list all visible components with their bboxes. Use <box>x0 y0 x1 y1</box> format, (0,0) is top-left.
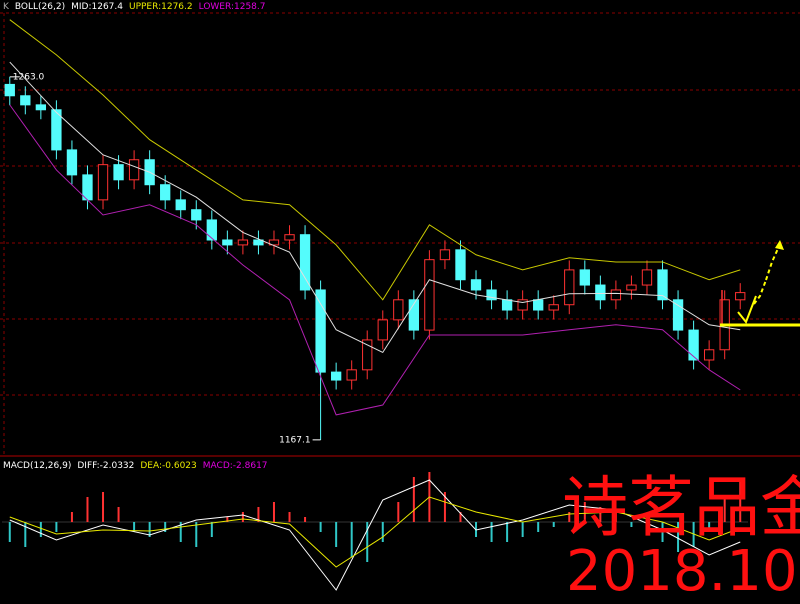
candle-body <box>82 174 93 201</box>
watermark-title: 诗茗品金 <box>562 469 800 546</box>
candle-body <box>206 219 217 241</box>
legend-item: K <box>3 2 10 12</box>
candle-body <box>486 289 497 301</box>
watermark-date: 2018.10.4 <box>566 539 800 604</box>
candle-body <box>455 249 466 281</box>
candle-body <box>222 239 233 246</box>
legend-item: MACD(12,26,9) <box>3 461 71 471</box>
candle-body <box>657 269 668 301</box>
candle-body <box>377 319 388 341</box>
candle-body <box>299 234 311 291</box>
candle-body <box>128 159 140 181</box>
candle-body <box>393 299 404 321</box>
candle-body <box>595 284 606 301</box>
legend-item: MACD:-2.8617 <box>203 461 268 471</box>
candle-body <box>330 371 342 381</box>
candle-body <box>237 239 249 246</box>
candle-body <box>579 269 590 286</box>
candle-body <box>735 292 746 301</box>
legend-item: DEA:-0.6023 <box>140 461 196 471</box>
candle-body <box>346 369 357 381</box>
candle-body <box>517 299 528 311</box>
legend-item: UPPER:1276.2 <box>129 2 193 12</box>
series-line <box>9 61 741 354</box>
candle-body <box>160 184 171 201</box>
candle-body <box>4 83 15 97</box>
candle-body <box>191 209 202 221</box>
candle-body <box>548 304 559 311</box>
annotation <box>720 240 800 327</box>
plot: 1263.0 1167.1 <box>2 19 748 591</box>
candle-body <box>424 259 435 331</box>
candle-body <box>362 339 373 371</box>
arrow <box>753 279 767 305</box>
main-legend: K BOLL(26,2) MID:1267.4 UPPER:1276.2 LOWER:1… <box>3 2 266 12</box>
candle-body <box>672 299 684 331</box>
candle-body <box>35 104 47 111</box>
candle-body <box>626 284 637 291</box>
candle-body <box>253 239 264 246</box>
candle-body <box>175 199 186 211</box>
legend-item: BOLL(26,2) <box>15 2 65 12</box>
series-line <box>9 104 741 416</box>
legend-item: MID:1267.4 <box>71 2 123 12</box>
candle-body <box>610 289 622 301</box>
candle-body <box>315 289 326 373</box>
legend-item: DIFF:-2.0332 <box>77 461 134 471</box>
candle-body <box>97 164 109 201</box>
candle-body <box>408 299 420 331</box>
macd-legend: MACD(12,26,9) DIFF:-2.0332 DEA:-0.6023 MACD… <box>3 461 268 471</box>
candle-body <box>470 279 482 291</box>
series-line <box>9 496 741 568</box>
candle-body <box>564 269 575 306</box>
arrow <box>737 295 757 324</box>
candle-body <box>703 349 715 361</box>
candle-body <box>641 269 653 286</box>
series-line <box>9 479 741 591</box>
candle-body <box>113 164 124 181</box>
candle-body <box>66 149 78 176</box>
candle-body <box>284 234 295 241</box>
candle-body <box>268 239 280 246</box>
candle-body <box>688 329 699 361</box>
series-line <box>9 19 741 301</box>
candle-body <box>20 95 31 106</box>
candle-body <box>533 299 544 311</box>
legend-item: LOWER:1258.7 <box>199 2 266 12</box>
price-label: 1263.0 <box>13 72 45 82</box>
candle-body <box>501 299 513 311</box>
candle-body <box>439 249 451 261</box>
price-label: 1167.1 <box>279 435 311 445</box>
arrow-head <box>775 240 784 250</box>
candle-body <box>51 109 62 151</box>
